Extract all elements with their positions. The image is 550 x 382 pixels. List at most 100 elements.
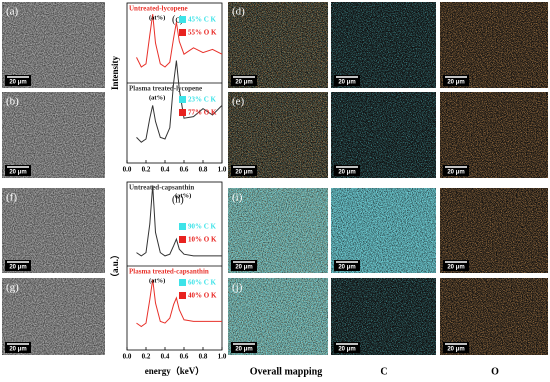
panel-label: (i) xyxy=(232,192,243,204)
legend-swatch xyxy=(179,279,186,286)
y-axis-label: Intensity xyxy=(110,56,120,91)
scale-box xyxy=(5,260,31,271)
image-panels: 20 μm (a) 20 μm (d) 20 μm 20 μm 20 μm (b) 20 μm (… xyxy=(2,2,548,355)
legend-swatch xyxy=(179,236,186,243)
scale-box xyxy=(334,165,360,176)
x-tick-label: 0.0 xyxy=(123,353,132,361)
unit-label: (at%) xyxy=(175,192,191,199)
map-image xyxy=(331,2,436,88)
composition-label: 45% C K xyxy=(188,16,217,24)
panel-label: (e) xyxy=(232,96,245,108)
scale-label: 20 μm xyxy=(338,265,355,271)
scale-box xyxy=(334,75,360,86)
map-overlay xyxy=(228,2,328,88)
sem-image xyxy=(2,188,105,273)
scale-box xyxy=(5,342,31,353)
map-overlay xyxy=(228,188,328,273)
x-tick-label: 0.0 xyxy=(123,166,132,174)
panel-label: (h) xyxy=(172,194,184,205)
series-name: Untreated-capsanthin xyxy=(129,184,194,192)
x-tick-label: 0.6 xyxy=(180,353,189,361)
composition-label: 10% O K xyxy=(188,236,217,244)
scale-box xyxy=(443,260,469,271)
sem-image xyxy=(2,2,105,88)
scale-label: 20 μm xyxy=(447,347,464,353)
scale-box xyxy=(443,75,469,86)
panel-label: (g) xyxy=(6,282,19,294)
scale-label: 20 μm xyxy=(447,170,464,176)
x-tick-label: 0.4 xyxy=(161,353,170,361)
x-axis-label: energy（keV） xyxy=(145,366,205,376)
legend-swatch xyxy=(179,109,186,116)
panel-label: (a) xyxy=(6,6,19,18)
scale-label: 20 μm xyxy=(338,80,355,86)
scale-label: 20 μm xyxy=(235,170,252,176)
scale-label: 20 μm xyxy=(338,170,355,176)
scale-box xyxy=(5,75,31,86)
spectrum-line xyxy=(136,279,222,328)
sem-image xyxy=(2,92,105,178)
map-overlay xyxy=(228,92,328,178)
map-image xyxy=(440,92,548,178)
x-tick-label: 0.4 xyxy=(161,166,170,174)
panel-label: (d) xyxy=(232,6,245,18)
spectrum-line xyxy=(136,185,222,257)
scale-box xyxy=(231,342,257,353)
scale-label: 20 μm xyxy=(235,80,252,86)
panel-label: (c) xyxy=(172,14,183,25)
series-name: Plasma treated-capsanthin xyxy=(129,268,209,276)
scale-label: 20 μm xyxy=(9,347,26,353)
legend-swatch xyxy=(179,292,186,299)
scale-box xyxy=(443,342,469,353)
spectrum-line xyxy=(136,14,223,68)
scale-label: 20 μm xyxy=(338,347,355,353)
column-label: C xyxy=(380,366,387,377)
scale-label: 20 μm xyxy=(235,265,252,271)
scale-box xyxy=(443,165,469,176)
composition-label: 40% O K xyxy=(188,292,217,300)
panel-label: (b) xyxy=(6,96,19,108)
panel-label: (j) xyxy=(232,282,243,294)
scale-box xyxy=(231,260,257,271)
legend-swatch xyxy=(179,223,186,230)
composition-label: 60% C K xyxy=(188,279,217,287)
x-tick-label: 0.2 xyxy=(142,353,151,361)
scale-label: 20 μm xyxy=(9,170,26,176)
scale-label: 20 μm xyxy=(447,265,464,271)
legend-swatch xyxy=(179,16,186,23)
unit-label: (at%) xyxy=(149,14,165,21)
y-axis-label: （a.u.） xyxy=(110,250,120,282)
map-image xyxy=(331,188,436,273)
scale-box xyxy=(231,165,257,176)
series-name: Plasma treated-lycopene xyxy=(129,85,202,93)
x-tick-label: 0.8 xyxy=(199,166,208,174)
scale-box xyxy=(334,260,360,271)
scale-label: 20 μm xyxy=(447,80,464,86)
x-tick-label: 0.2 xyxy=(142,166,151,174)
series-name: Untreated-lycopene xyxy=(129,5,188,13)
x-tick-label: 0.6 xyxy=(180,166,189,174)
x-tick-label: 0.8 xyxy=(199,353,208,361)
x-tick-label: 1.0 xyxy=(218,166,227,174)
x-tick-label: 1.0 xyxy=(218,353,227,361)
legend-swatch xyxy=(179,96,186,103)
map-image xyxy=(440,188,548,273)
column-label: O xyxy=(491,366,499,377)
scale-box xyxy=(231,75,257,86)
composition-label: 23% C K xyxy=(188,96,217,104)
scale-box xyxy=(5,165,31,176)
unit-label: (at%) xyxy=(149,94,165,101)
scale-box xyxy=(334,342,360,353)
composition-label: 55% O K xyxy=(188,29,217,37)
scale-label: 20 μm xyxy=(235,347,252,353)
spectrum-line xyxy=(136,60,223,143)
panel-label: (f) xyxy=(6,192,17,204)
composition-label: 77% O K xyxy=(188,109,217,117)
legend-swatch xyxy=(179,29,186,36)
column-label: Overall mapping xyxy=(250,366,323,377)
scale-label: 20 μm xyxy=(9,80,26,86)
map-image xyxy=(331,92,436,178)
scale-label: 20 μm xyxy=(9,265,26,271)
unit-label: (at%) xyxy=(149,277,165,284)
